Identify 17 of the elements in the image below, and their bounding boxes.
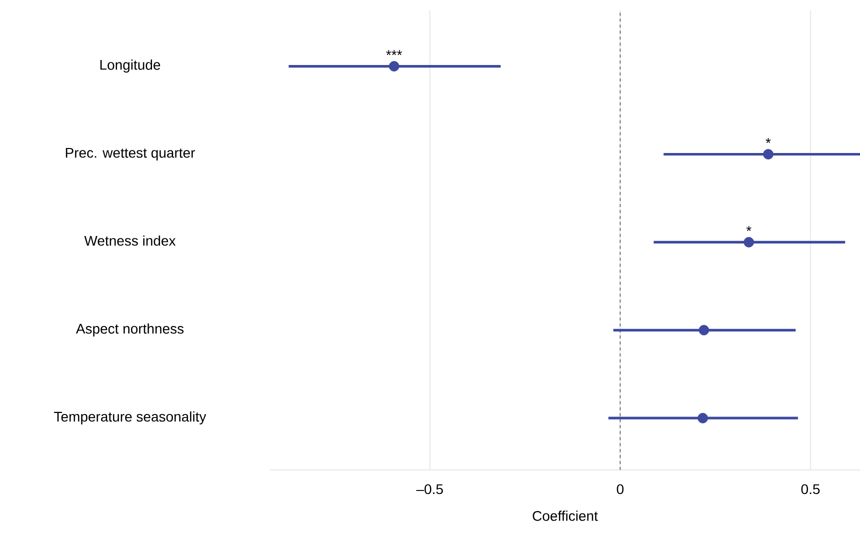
x-tick-label: –0.5 [416, 484, 443, 494]
point [388, 61, 400, 72]
y-tick-label: Prec. wettest quarter [66, 148, 195, 161]
x-axis-title: Coefficient [532, 510, 598, 521]
point [763, 149, 774, 160]
data-label: *** [386, 50, 402, 56]
y-tick-label: Longitude [100, 60, 160, 73]
x-tick-label: 0.5 [801, 484, 820, 494]
data-label: * [766, 138, 771, 144]
point [698, 324, 710, 336]
point [698, 412, 708, 424]
x-tick-label: 0 [616, 484, 624, 494]
y-tick-label: Wetness index [84, 235, 176, 246]
point [744, 236, 754, 248]
data-label: * [746, 226, 752, 231]
y-tick-label: Aspect northness [76, 323, 184, 336]
y-tick-label: Temperature seasonality [54, 411, 206, 424]
